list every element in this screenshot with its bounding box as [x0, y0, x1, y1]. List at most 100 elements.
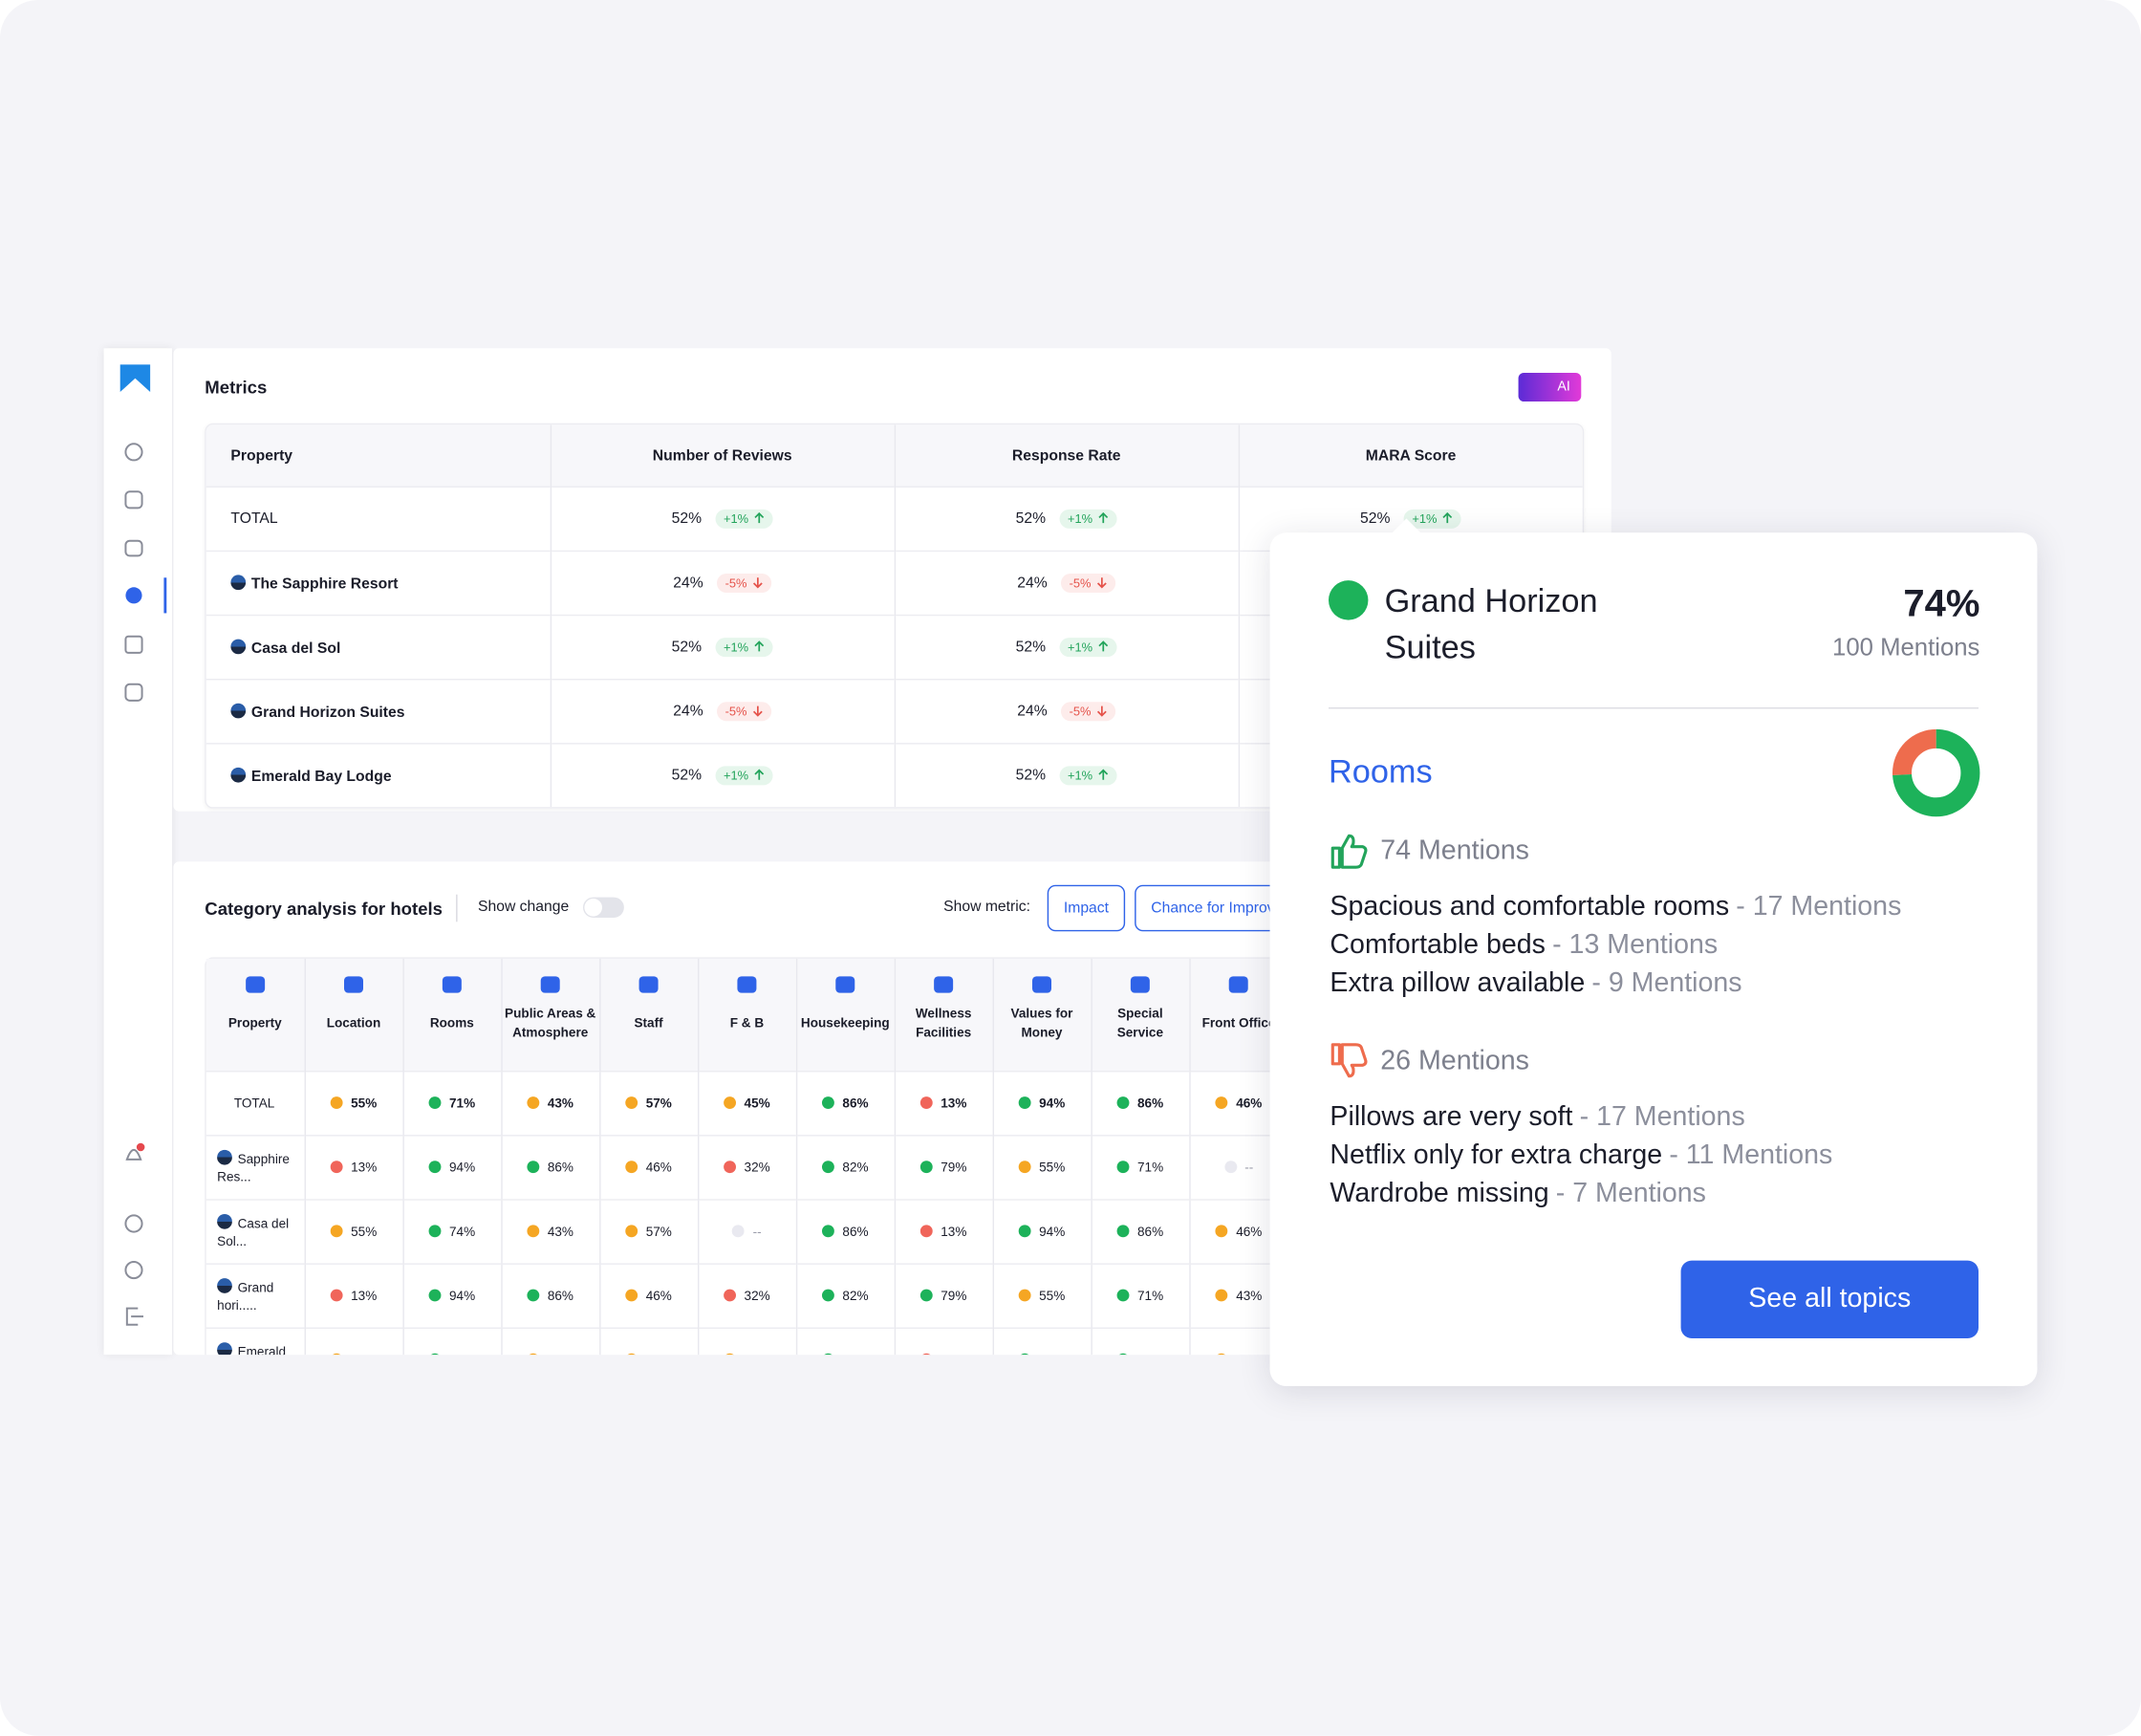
- score-value: 13%: [351, 1160, 378, 1176]
- ai-badge[interactable]: AI: [1518, 372, 1582, 401]
- score-value: 13%: [351, 1288, 378, 1304]
- item-text: Spacious and comfortable rooms: [1330, 891, 1730, 922]
- trend-arrow: [1098, 640, 1109, 652]
- status-dot: [527, 1096, 540, 1109]
- score-cell: 71%: [1090, 1135, 1190, 1200]
- score-value: 57%: [646, 1353, 672, 1355]
- metric-value: 52%: [671, 510, 703, 528]
- status-dot: [625, 1288, 638, 1301]
- trend-arrow: [1096, 705, 1107, 717]
- status-dot: [625, 1160, 638, 1173]
- positive-list: Spacious and comfortable rooms - 17 Menti…: [1330, 888, 1901, 1003]
- score-cell: 32%: [697, 1135, 796, 1200]
- score-value: 32%: [744, 1160, 770, 1176]
- score-value: 71%: [449, 1353, 475, 1355]
- property-cell: Casa del Sol...: [205, 1199, 305, 1265]
- icon-shape: [737, 976, 757, 993]
- score-cell: 57%: [598, 1199, 698, 1265]
- category-icon: [1130, 976, 1150, 993]
- score-cell: 43%: [500, 1327, 600, 1356]
- category-title: Category analysis for hotels: [205, 898, 443, 920]
- property-name: The Sapphire Resort: [250, 575, 399, 593]
- change-pill: -5%: [1060, 573, 1116, 593]
- score-value: 74%: [448, 1224, 476, 1240]
- property-logo: [230, 638, 247, 654]
- metric-value: 24%: [1017, 575, 1048, 592]
- property-cell: TOTAL: [205, 1070, 305, 1136]
- show-change-label: Show change: [477, 898, 570, 916]
- item-mentions: - 9 Mentions: [1591, 967, 1742, 999]
- status-dot: [724, 1096, 736, 1109]
- header-text: Front Office: [1201, 1015, 1276, 1031]
- category-icon: [442, 976, 462, 993]
- score-cell: 86%: [500, 1263, 600, 1329]
- category-icon: [1031, 976, 1051, 993]
- icon-shape: [1031, 976, 1051, 993]
- metrics-title: Metrics: [205, 377, 268, 398]
- score-cell: 86%: [1090, 1199, 1190, 1265]
- column-header: MARA Score: [1237, 424, 1583, 488]
- icon-shape: [245, 976, 265, 993]
- property-name: Grand Horizon Suites: [1384, 582, 1598, 667]
- status-dot: [732, 1224, 746, 1237]
- score-cell: 79%: [893, 1263, 993, 1329]
- score: 74%: [1903, 581, 1980, 624]
- score-cell: 46%: [598, 1135, 698, 1200]
- score-cell: 57%: [598, 1327, 698, 1356]
- score-cell: 86%: [795, 1070, 895, 1136]
- table-row: Emerald Bay.... 55% 71% 43% 57% 45% 86% 13% 94% 8…: [205, 1327, 1288, 1356]
- trend-arrow: [754, 640, 765, 652]
- column-header: Rooms: [401, 958, 502, 1072]
- metric-value: 52%: [1015, 639, 1047, 656]
- total-mentions: 100 Mentions: [1832, 633, 1980, 662]
- status-dot: [919, 1160, 933, 1173]
- mention-item: Netflix only for extra charge - 11 Mentio…: [1330, 1137, 1832, 1175]
- property-logo: [217, 1277, 232, 1293]
- metric-value: 24%: [1017, 703, 1048, 720]
- status-dot: [625, 1224, 638, 1237]
- score-value: --: [1244, 1160, 1254, 1176]
- status-dot: [1018, 1224, 1031, 1237]
- status-dot: [527, 1224, 540, 1237]
- category-card: Category analysis for hotels Show change…: [173, 861, 1611, 1356]
- item-text: Extra pillow available: [1330, 967, 1586, 999]
- header-text: Special Service: [1116, 1006, 1164, 1041]
- score-value: 13%: [941, 1353, 966, 1355]
- see-all-button[interactable]: See all topics: [1680, 1260, 1979, 1338]
- category-icon: [1229, 976, 1249, 993]
- status-dot: [330, 1224, 343, 1237]
- donut: [1892, 728, 1980, 817]
- mention-item: Pillows are very soft - 17 Mentions: [1330, 1098, 1832, 1137]
- change-value: +1%: [1067, 640, 1093, 655]
- donut-positive: [1892, 728, 1980, 817]
- change-value: -5%: [724, 705, 747, 719]
- score-value: 43%: [1236, 1288, 1263, 1304]
- property-logo: [217, 1213, 232, 1228]
- item-text: Pillows are very soft: [1330, 1101, 1573, 1133]
- score-value: 79%: [941, 1288, 967, 1304]
- status-dot: [330, 1288, 343, 1301]
- table-row: Sapphire Res... 13% 94% 86% 46% 32% 82% 79% 55% 7…: [205, 1135, 1288, 1200]
- column-header: Staff: [598, 958, 698, 1072]
- header-text: Housekeeping: [800, 1015, 890, 1031]
- metric-button[interactable]: Impact: [1047, 884, 1126, 932]
- icon-shape: [934, 976, 954, 993]
- metric-value: 24%: [673, 703, 703, 720]
- score-value: 57%: [645, 1224, 672, 1240]
- property-logo: [217, 1149, 232, 1164]
- metric-cell: 24% -5%: [893, 550, 1239, 616]
- arrow-path: [1096, 705, 1107, 717]
- score-value: 45%: [745, 1353, 770, 1355]
- trend-arrow: [752, 577, 763, 589]
- metric-cell: 52% +1%: [893, 614, 1239, 680]
- score-value: 55%: [351, 1353, 377, 1355]
- change-value: +1%: [723, 640, 749, 655]
- category-table-wrap: Property Location Rooms Public Areas & Atmo…: [205, 957, 1289, 1356]
- status-dot: [330, 1352, 343, 1356]
- category-icon: [835, 976, 855, 993]
- thumbs-up-icon: [1330, 834, 1368, 869]
- category-icon: [638, 976, 659, 993]
- score-value: 43%: [547, 1096, 573, 1112]
- toggle[interactable]: [582, 897, 624, 918]
